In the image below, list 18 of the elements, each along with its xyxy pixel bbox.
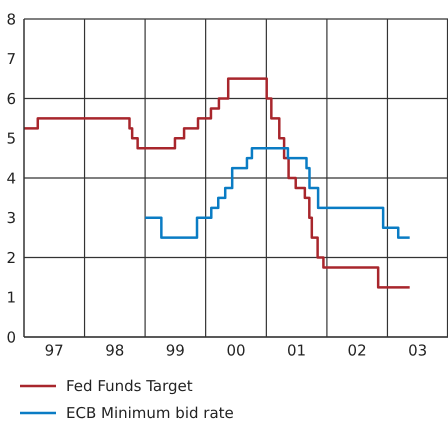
y-tick-label: 0 <box>6 328 16 346</box>
y-tick-label: 8 <box>6 10 16 28</box>
x-tick-label: 97 <box>44 342 64 360</box>
x-tick-label: 02 <box>348 342 367 360</box>
y-tick-label: 1 <box>6 288 16 307</box>
x-tick-label: 03 <box>408 342 428 360</box>
y-tick-label: 7 <box>6 50 16 68</box>
y-tick-label: 2 <box>6 248 16 267</box>
x-tick-label: 99 <box>166 342 185 360</box>
y-tick-label: 5 <box>6 130 16 148</box>
x-tick-label: 98 <box>105 342 124 360</box>
legend-label: ECB Minimum bid rate <box>66 404 234 421</box>
legend-label: Fed Funds Target <box>66 376 193 394</box>
y-tick-label: 6 <box>6 90 16 108</box>
x-tick-label: 00 <box>226 342 246 360</box>
x-tick-label: 01 <box>287 342 306 360</box>
y-tick-label: 3 <box>6 209 16 228</box>
y-tick-label: 4 <box>6 169 16 188</box>
